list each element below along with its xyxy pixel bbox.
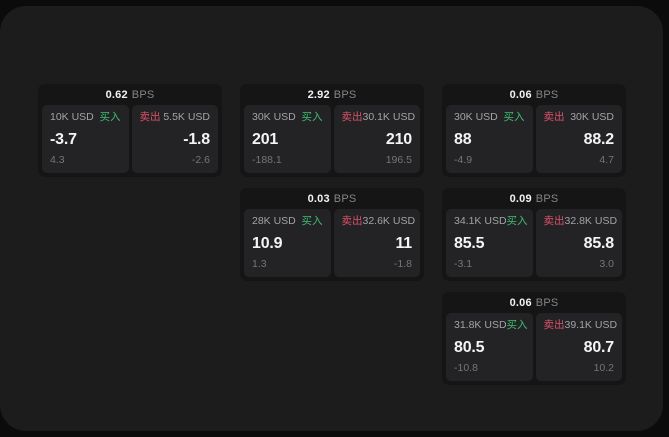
sell-badge: 卖出 [543, 319, 565, 331]
quote-card: 0.03 BPS 28K USD 买入 10.9 1.3 卖出 32.6K US… [240, 188, 424, 281]
sell-size-label: 30K USD [570, 111, 614, 123]
bps-header: 0.62 BPS [38, 84, 222, 105]
sell-size-label: 30.1K USD [362, 111, 416, 123]
sell-badge: 卖出 [139, 111, 161, 123]
sell-price-value: 11 [395, 234, 412, 252]
bps-unit-label: BPS [131, 88, 155, 101]
bps-value: 2.92 [307, 88, 330, 101]
app-panel: 0.62 BPS 10K USD 买入 -3.7 4.3 卖出 5.5K USD [0, 6, 663, 431]
buy-price-value: 88 [454, 130, 472, 148]
sell-size-label: 32.8K USD [564, 215, 618, 227]
buy-quote-tile[interactable]: 31.8K USD 买入 80.5 -10.8 [446, 313, 533, 381]
quote-card-body: 28K USD 买入 10.9 1.3 卖出 32.6K USD 11 -1.8 [240, 209, 424, 281]
sell-quote-tile[interactable]: 卖出 39.1K USD 80.7 10.2 [535, 313, 622, 381]
sell-delta-value: -1.8 [393, 258, 412, 270]
buy-size-label: 31.8K USD [454, 319, 507, 331]
sell-quote-tile[interactable]: 卖出 30.1K USD 210 196.5 [333, 105, 420, 173]
buy-delta-value: -188.1 [252, 154, 282, 166]
buy-badge: 买入 [503, 111, 525, 123]
bps-header: 0.06 BPS [442, 84, 626, 105]
buy-badge: 买入 [506, 215, 528, 227]
buy-delta-value: -3.1 [454, 258, 473, 270]
sell-price-value: 210 [385, 130, 412, 148]
buy-price-value: 201 [252, 130, 279, 148]
sell-size-label: 5.5K USD [163, 111, 210, 123]
sell-size-label: 32.6K USD [362, 215, 416, 227]
bps-header: 0.03 BPS [240, 188, 424, 209]
quote-card-body: 30K USD 买入 88 -4.9 卖出 30K USD 88.2 4.7 [442, 105, 626, 177]
bps-value: 0.06 [509, 88, 532, 101]
sell-price-value: 80.7 [583, 338, 615, 356]
quote-card-grid: 0.62 BPS 10K USD 买入 -3.7 4.3 卖出 5.5K USD [38, 84, 626, 385]
sell-delta-value: -2.6 [191, 154, 210, 166]
sell-badge: 卖出 [341, 215, 363, 227]
buy-delta-value: -10.8 [454, 362, 478, 374]
buy-delta-value: 4.3 [50, 154, 65, 166]
quote-card: 0.62 BPS 10K USD 买入 -3.7 4.3 卖出 5.5K USD [38, 84, 222, 177]
buy-price-value: 80.5 [454, 338, 485, 356]
buy-size-label: 34.1K USD [454, 215, 507, 227]
buy-size-label: 10K USD [50, 111, 94, 123]
sell-size-label: 39.1K USD [564, 319, 618, 331]
buy-size-label: 28K USD [252, 215, 296, 227]
buy-size-label: 30K USD [252, 111, 296, 123]
quote-card-body: 30K USD 买入 201 -188.1 卖出 30.1K USD 210 1… [240, 105, 424, 177]
bps-value: 0.03 [307, 192, 330, 205]
quote-card-body: 10K USD 买入 -3.7 4.3 卖出 5.5K USD -1.8 -2.… [38, 105, 222, 177]
bps-value: 0.06 [509, 296, 532, 309]
sell-delta-value: 4.7 [599, 154, 614, 166]
buy-quote-tile[interactable]: 28K USD 买入 10.9 1.3 [244, 209, 331, 277]
quote-card-body: 34.1K USD 买入 85.5 -3.1 卖出 32.8K USD 85.8… [442, 209, 626, 281]
buy-badge: 买入 [99, 111, 121, 123]
bps-unit-label: BPS [333, 192, 357, 205]
sell-delta-value: 196.5 [385, 154, 412, 166]
quote-card: 0.06 BPS 31.8K USD 买入 80.5 -10.8 卖出 39.1… [442, 292, 626, 385]
sell-price-value: 85.8 [583, 234, 615, 252]
bps-header: 2.92 BPS [240, 84, 424, 105]
bps-header: 0.09 BPS [442, 188, 626, 209]
buy-size-label: 30K USD [454, 111, 498, 123]
sell-delta-value: 10.2 [593, 362, 614, 374]
buy-badge: 买入 [301, 111, 323, 123]
quote-card: 0.09 BPS 34.1K USD 买入 85.5 -3.1 卖出 32.8K… [442, 188, 626, 281]
bps-unit-label: BPS [535, 296, 559, 309]
buy-quote-tile[interactable]: 10K USD 买入 -3.7 4.3 [42, 105, 129, 173]
sell-badge: 卖出 [543, 215, 565, 227]
buy-delta-value: -4.9 [454, 154, 473, 166]
buy-quote-tile[interactable]: 30K USD 买入 88 -4.9 [446, 105, 533, 173]
buy-delta-value: 1.3 [252, 258, 267, 270]
sell-quote-tile[interactable]: 卖出 32.8K USD 85.8 3.0 [535, 209, 622, 277]
buy-price-value: 10.9 [252, 234, 283, 252]
bps-value: 0.09 [509, 192, 532, 205]
bps-header: 0.06 BPS [442, 292, 626, 313]
sell-badge: 卖出 [341, 111, 363, 123]
quote-card-body: 31.8K USD 买入 80.5 -10.8 卖出 39.1K USD 80.… [442, 313, 626, 385]
sell-price-value: 88.2 [583, 130, 615, 148]
buy-badge: 买入 [506, 319, 528, 331]
sell-badge: 卖出 [543, 111, 565, 123]
sell-quote-tile[interactable]: 卖出 5.5K USD -1.8 -2.6 [131, 105, 218, 173]
bps-unit-label: BPS [535, 192, 559, 205]
quote-card: 0.06 BPS 30K USD 买入 88 -4.9 卖出 30K USD [442, 84, 626, 177]
buy-badge: 买入 [301, 215, 323, 227]
bps-unit-label: BPS [333, 88, 357, 101]
buy-price-value: 85.5 [454, 234, 485, 252]
buy-price-value: -3.7 [50, 130, 77, 148]
sell-price-value: -1.8 [183, 130, 210, 148]
quote-card: 2.92 BPS 30K USD 买入 201 -188.1 卖出 30.1K … [240, 84, 424, 177]
sell-delta-value: 3.0 [599, 258, 614, 270]
buy-quote-tile[interactable]: 30K USD 买入 201 -188.1 [244, 105, 331, 173]
bps-unit-label: BPS [535, 88, 559, 101]
buy-quote-tile[interactable]: 34.1K USD 买入 85.5 -3.1 [446, 209, 533, 277]
sell-quote-tile[interactable]: 卖出 32.6K USD 11 -1.8 [333, 209, 420, 277]
sell-quote-tile[interactable]: 卖出 30K USD 88.2 4.7 [535, 105, 622, 173]
bps-value: 0.62 [105, 88, 128, 101]
